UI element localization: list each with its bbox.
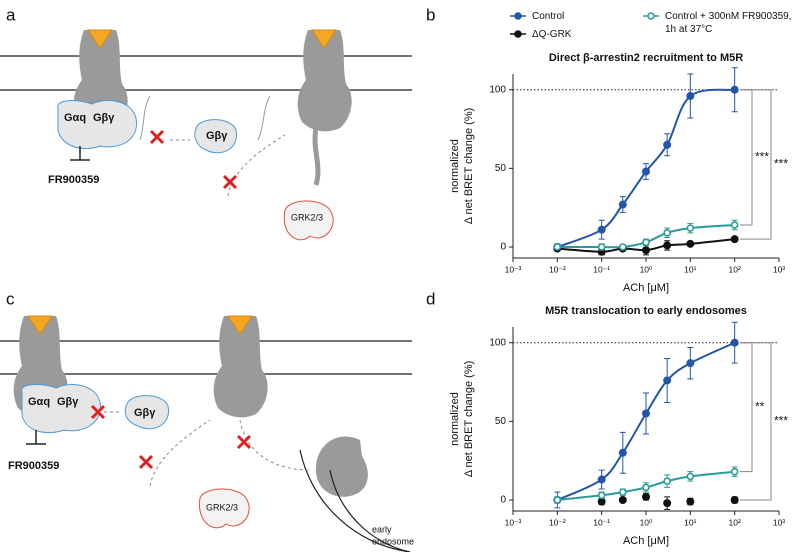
data-point xyxy=(686,239,695,248)
data-point xyxy=(597,491,606,500)
x-tick-label: 10² xyxy=(729,517,741,527)
diagram-label: Gβγ xyxy=(57,396,79,408)
data-point xyxy=(730,338,739,347)
diagram-label: GRK2/3 xyxy=(291,212,323,222)
data-point xyxy=(663,241,672,250)
data-point xyxy=(597,243,606,251)
data-point xyxy=(730,85,739,94)
data-point xyxy=(641,246,650,255)
x-tick-label: 10⁻¹ xyxy=(593,517,610,527)
data-point xyxy=(641,167,650,176)
legend-label: ΔQ-GRK xyxy=(532,29,572,40)
x-tick-label: 10⁰ xyxy=(640,264,653,274)
legend-marker xyxy=(514,12,522,20)
significance-label: *** xyxy=(755,150,769,164)
data-point xyxy=(686,497,695,506)
data-point xyxy=(618,448,627,457)
diagram-label: GRK2/3 xyxy=(206,502,238,512)
y-tick-label: 0 xyxy=(500,495,506,506)
significance-label: *** xyxy=(774,414,788,428)
data-point xyxy=(597,475,606,484)
legend-label: Control + 300nM FR900359, 1h at 37°C xyxy=(665,11,792,35)
significance-bracket xyxy=(740,342,753,473)
data-point xyxy=(730,467,739,476)
data-point xyxy=(663,140,672,149)
data-point xyxy=(730,235,739,244)
significance-label: *** xyxy=(774,157,788,171)
diagram-c: Gαq Gβγ Gβγ FR900359 GRK2/3 early endoso… xyxy=(0,315,414,552)
y-tick-label: 50 xyxy=(495,163,507,174)
data-point xyxy=(641,409,650,418)
data-point xyxy=(663,499,672,508)
diagram-label: Gαq xyxy=(28,396,50,408)
x-tick-label: 10² xyxy=(729,264,741,274)
y-tick-label: 0 xyxy=(500,242,506,253)
data-point xyxy=(730,221,739,229)
y-tick-label: 50 xyxy=(495,416,507,427)
diagram-label: FR900359 xyxy=(8,460,59,472)
diagram-label: FR900359 xyxy=(48,174,99,186)
x-tick-label: 10⁻³ xyxy=(505,517,522,527)
x-tick-label: 10⁻³ xyxy=(505,264,522,274)
data-point xyxy=(686,224,695,232)
data-point xyxy=(553,496,562,504)
data-point xyxy=(663,376,672,385)
x-tick-label: 10³ xyxy=(773,264,785,274)
chart-title: Direct β-arrestin2 recruitment to M5R xyxy=(549,52,743,64)
diagram-label: Gβγ xyxy=(134,407,156,419)
x-tick-label: 10⁰ xyxy=(640,517,653,527)
data-point xyxy=(663,477,671,485)
x-tick-label: 10⁻² xyxy=(549,264,566,274)
diagram-label: endosome xyxy=(372,536,414,546)
panel-label: c xyxy=(6,289,15,308)
significance-bracket xyxy=(740,342,772,501)
y-axis-label: Δ net BRET change (%) xyxy=(463,108,475,225)
data-point xyxy=(597,225,606,234)
y-axis-label: normalized xyxy=(449,392,461,446)
chart-title: M5R translocation to early endosomes xyxy=(545,305,747,317)
y-tick-label: 100 xyxy=(489,337,506,348)
legend-marker xyxy=(514,30,522,38)
panel-label: a xyxy=(6,5,16,24)
data-point xyxy=(642,483,650,492)
data-point xyxy=(642,238,650,247)
data-point xyxy=(686,92,695,101)
diagram-label: Gαq xyxy=(64,112,86,124)
x-axis-label: ACh [μM] xyxy=(623,282,669,294)
y-axis-label: normalized xyxy=(449,139,461,193)
data-point xyxy=(618,200,627,209)
y-tick-label: 100 xyxy=(489,84,506,95)
data-point xyxy=(641,492,650,501)
data-point xyxy=(618,495,627,504)
x-tick-label: 10¹ xyxy=(684,264,696,274)
x-axis-label: ACh [μM] xyxy=(623,535,669,547)
data-point xyxy=(663,229,671,237)
data-point xyxy=(619,243,627,251)
x-tick-label: 10¹ xyxy=(684,517,696,527)
significance-label: ** xyxy=(755,399,765,413)
panel-label: b xyxy=(426,5,435,24)
diagram-label: early xyxy=(372,524,392,534)
data-point xyxy=(619,488,627,496)
data-point xyxy=(686,359,695,368)
significance-bracket xyxy=(740,89,772,240)
significance-bracket xyxy=(740,89,753,226)
data-point xyxy=(730,495,739,504)
diagram-label: Gβγ xyxy=(206,130,228,142)
diagram-a: Gαq Gβγ Gβγ FR900359 GRK2/3 xyxy=(0,29,412,241)
data-point xyxy=(553,243,562,251)
legend-label: Control xyxy=(532,11,565,22)
data-point xyxy=(597,497,606,506)
data-point xyxy=(686,472,695,481)
diagram-label: Gβγ xyxy=(93,112,115,124)
panel-label: d xyxy=(426,289,435,308)
y-axis-label: Δ net BRET change (%) xyxy=(463,361,475,478)
x-tick-label: 10⁻² xyxy=(549,517,566,527)
legend-marker xyxy=(647,12,655,20)
x-tick-label: 10⁻¹ xyxy=(593,264,610,274)
x-tick-label: 10³ xyxy=(773,517,785,527)
